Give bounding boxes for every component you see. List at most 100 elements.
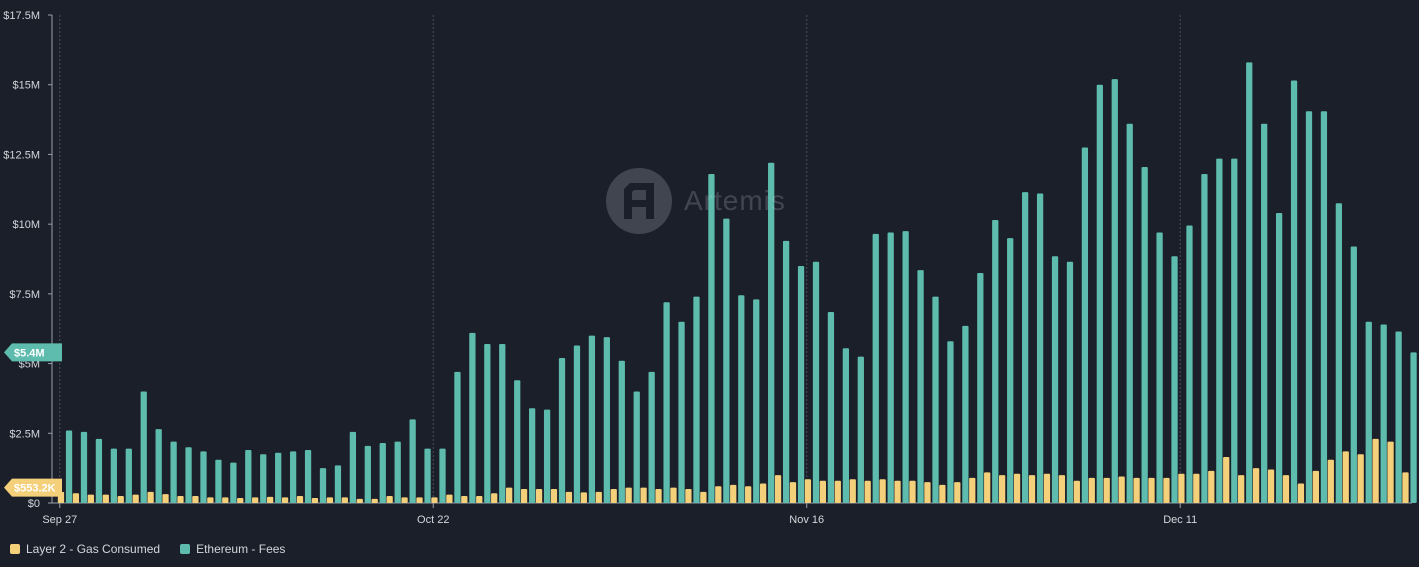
bar-ethereum-fees — [1261, 123, 1268, 504]
bar-layer2-gas — [685, 489, 692, 503]
bar-ethereum-fees — [947, 341, 954, 503]
bar-ethereum-fees — [65, 430, 73, 503]
legend-item-ethereum[interactable]: Ethereum - Fees — [180, 542, 285, 556]
bar-ethereum-fees — [678, 321, 685, 503]
bar-ethereum-fees — [1007, 238, 1014, 504]
bar-layer2-gas — [909, 480, 916, 503]
bar-layer2-gas — [1223, 456, 1230, 503]
bar-layer2-gas — [102, 494, 109, 503]
legend: Layer 2 - Gas Consumed Ethereum - Fees — [10, 542, 285, 556]
legend-label-ethereum: Ethereum - Fees — [196, 542, 286, 556]
bar-ethereum-fees — [1320, 111, 1328, 503]
bar-layer2-gas — [984, 472, 991, 503]
bar-ethereum-fees — [1216, 158, 1223, 503]
bar-layer2-gas — [87, 494, 94, 503]
bar-ethereum-fees — [723, 218, 730, 503]
bar-ethereum-fees — [738, 295, 745, 503]
bar-layer2-gas — [1312, 470, 1319, 503]
bar-ethereum-fees — [469, 332, 476, 503]
bar-ethereum-fees — [902, 231, 909, 503]
bar-ethereum-fees — [1305, 111, 1313, 503]
bar-ethereum-fees — [1365, 321, 1372, 503]
bar-layer2-gas — [491, 493, 498, 503]
bar-ethereum-fees — [484, 344, 491, 503]
y-tick-label: $10M — [12, 219, 40, 231]
bar-layer2-gas — [1267, 469, 1275, 503]
bar-ethereum-fees — [200, 451, 207, 503]
bar-ethereum-fees — [334, 465, 342, 503]
bar-ethereum-fees — [514, 380, 521, 503]
bar-ethereum-fees — [289, 451, 297, 503]
bar-ethereum-fees — [499, 344, 506, 503]
bar-ethereum-fees — [543, 409, 551, 503]
bar-ethereum-fees — [648, 371, 655, 503]
bar-ethereum-fees — [1096, 84, 1103, 503]
bar-ethereum-fees — [932, 296, 939, 503]
bar-ethereum-fees — [155, 429, 162, 503]
bar-ethereum-fees — [588, 335, 596, 503]
legend-item-layer2[interactable]: Layer 2 - Gas Consumed — [10, 542, 160, 556]
bar-layer2-gas — [894, 480, 901, 503]
bar-layer2-gas — [1088, 477, 1095, 503]
bar-layer2-gas — [177, 496, 184, 503]
bar-layer2-gas — [1297, 483, 1305, 503]
bar-layer2-gas — [715, 486, 722, 503]
x-tick-label: Sep 27 — [42, 514, 77, 526]
bar-ethereum-fees — [857, 356, 864, 503]
bar-layer2-gas — [1013, 473, 1021, 503]
current-value-flag — [4, 478, 62, 497]
bar-ethereum-fees — [1126, 123, 1133, 504]
bar-ethereum-fees — [797, 265, 805, 503]
bar-layer2-gas — [1238, 475, 1245, 503]
bar-layer2-gas — [1028, 475, 1036, 503]
bar-ethereum-fees — [1066, 261, 1074, 503]
bar-layer2-gas — [281, 497, 289, 503]
bar-ethereum-fees — [633, 391, 640, 503]
x-tick-label: Oct 22 — [417, 514, 449, 526]
bar-ethereum-fees — [170, 441, 177, 503]
bar-layer2-gas — [416, 497, 423, 503]
bar-ethereum-fees — [394, 441, 401, 503]
bar-layer2-gas — [461, 496, 468, 503]
bar-layer2-gas — [610, 489, 617, 503]
bar-layer2-gas — [117, 496, 124, 503]
bar-layer2-gas — [1043, 473, 1051, 503]
bar-layer2-gas — [834, 480, 841, 503]
bar-layer2-gas — [1103, 477, 1110, 503]
bar-ethereum-fees — [992, 219, 999, 503]
bar-layer2-gas — [700, 491, 707, 503]
bar-layer2-gas — [341, 497, 348, 503]
bar-ethereum-fees — [1171, 256, 1178, 503]
bar-layer2-gas — [804, 479, 812, 503]
y-tick-label: $0 — [28, 498, 40, 510]
bar-layer2-gas — [192, 496, 199, 503]
bar-ethereum-fees — [260, 454, 267, 503]
bar-layer2-gas — [1252, 468, 1260, 503]
bar-layer2-gas — [670, 487, 677, 503]
bar-layer2-gas — [595, 491, 602, 503]
bar-layer2-gas — [535, 489, 543, 503]
bar-ethereum-fees — [439, 448, 446, 503]
bar-layer2-gas — [1357, 454, 1364, 503]
bar-ethereum-fees — [872, 233, 879, 503]
bar-ethereum-fees — [110, 448, 117, 503]
bar-layer2-gas — [745, 486, 752, 503]
bar-ethereum-fees — [1022, 192, 1029, 503]
current-value-label: $5.4M — [14, 347, 45, 359]
bar-layer2-gas — [864, 480, 871, 503]
bar-ethereum-fees — [304, 450, 312, 503]
bar-ethereum-fees — [1081, 147, 1089, 503]
bar-layer2-gas — [924, 482, 931, 503]
x-tick-label: Nov 16 — [789, 514, 824, 526]
bar-ethereum-fees — [663, 302, 670, 503]
bar-ethereum-fees — [245, 450, 252, 503]
bar-layer2-gas — [401, 497, 408, 503]
bar-chart: $0 $2.5M $5M $7.5M $10M $12.5M $15M $17.5M Sep 2… — [3, 10, 1417, 526]
bar-ethereum-fees — [1395, 331, 1402, 503]
bar-layer2-gas — [520, 489, 528, 503]
bar-layer2-gas — [371, 498, 378, 503]
bar-ethereum-fees — [319, 468, 327, 503]
bar-layer2-gas — [252, 497, 259, 503]
bar-ethereum-fees — [1036, 193, 1044, 503]
bar-ethereum-fees — [230, 462, 237, 503]
